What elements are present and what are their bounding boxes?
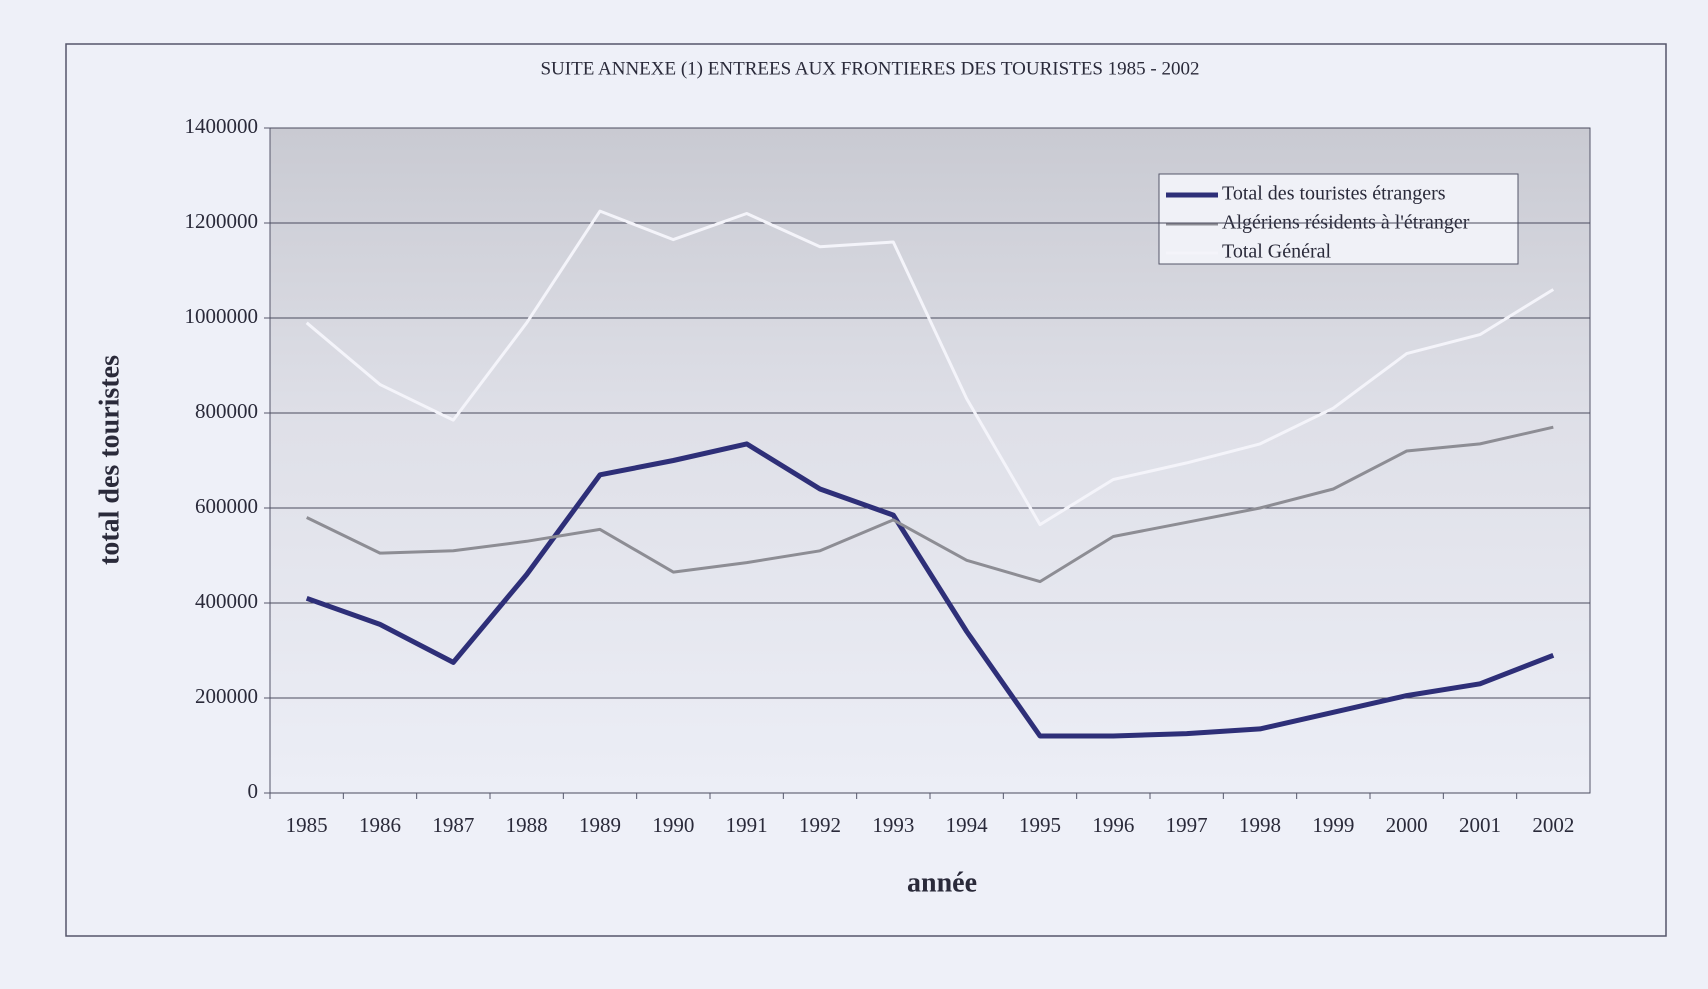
x-tick-label: 1999 (1312, 813, 1354, 837)
x-tick-label: 1988 (506, 813, 548, 837)
y-tick-label: 1400000 (185, 114, 259, 138)
y-tick-label: 0 (248, 779, 259, 803)
x-tick-label: 1991 (726, 813, 768, 837)
series-line (305, 209, 1555, 527)
series-line (306, 425, 1554, 584)
x-axis-label: année (907, 867, 977, 898)
legend-label: Total Général (1222, 241, 1332, 263)
y-tick-label: 800000 (195, 399, 258, 423)
x-tick-label: 1994 (946, 813, 989, 837)
y-tick-label: 400000 (195, 589, 258, 613)
series-line (305, 441, 1555, 739)
x-tick-label: 1997 (1166, 813, 1208, 837)
legend-label: Total des touristes étrangers (1222, 183, 1446, 205)
y-tick-label: 600000 (195, 494, 258, 518)
x-tick-label: 1993 (872, 813, 914, 837)
x-tick-label: 1985 (286, 813, 328, 837)
x-tick-label: 1992 (799, 813, 841, 837)
x-tick-label: 1986 (359, 813, 401, 837)
x-tick-label: 1998 (1239, 813, 1281, 837)
x-tick-label: 2002 (1532, 813, 1574, 837)
x-tick-label: 2000 (1386, 813, 1428, 837)
y-tick-label: 1200000 (185, 209, 259, 233)
legend-box (1158, 173, 1519, 265)
x-tick-label: 2001 (1459, 813, 1501, 837)
x-tick-label: 1990 (652, 813, 694, 837)
x-tick-label: 1987 (432, 813, 474, 837)
x-tick-label: 1996 (1092, 813, 1134, 837)
x-tick-label: 1989 (579, 813, 621, 837)
chart-frame (65, 43, 1667, 937)
y-tick-label: 1000000 (185, 304, 259, 328)
y-axis-label: total des touristes (94, 355, 125, 565)
chart-title: SUITE ANNEXE (1) ENTREES AUX FRONTIERES … (540, 58, 1199, 79)
x-tick-label: 1995 (1019, 813, 1061, 837)
y-tick-label: 200000 (195, 684, 258, 708)
